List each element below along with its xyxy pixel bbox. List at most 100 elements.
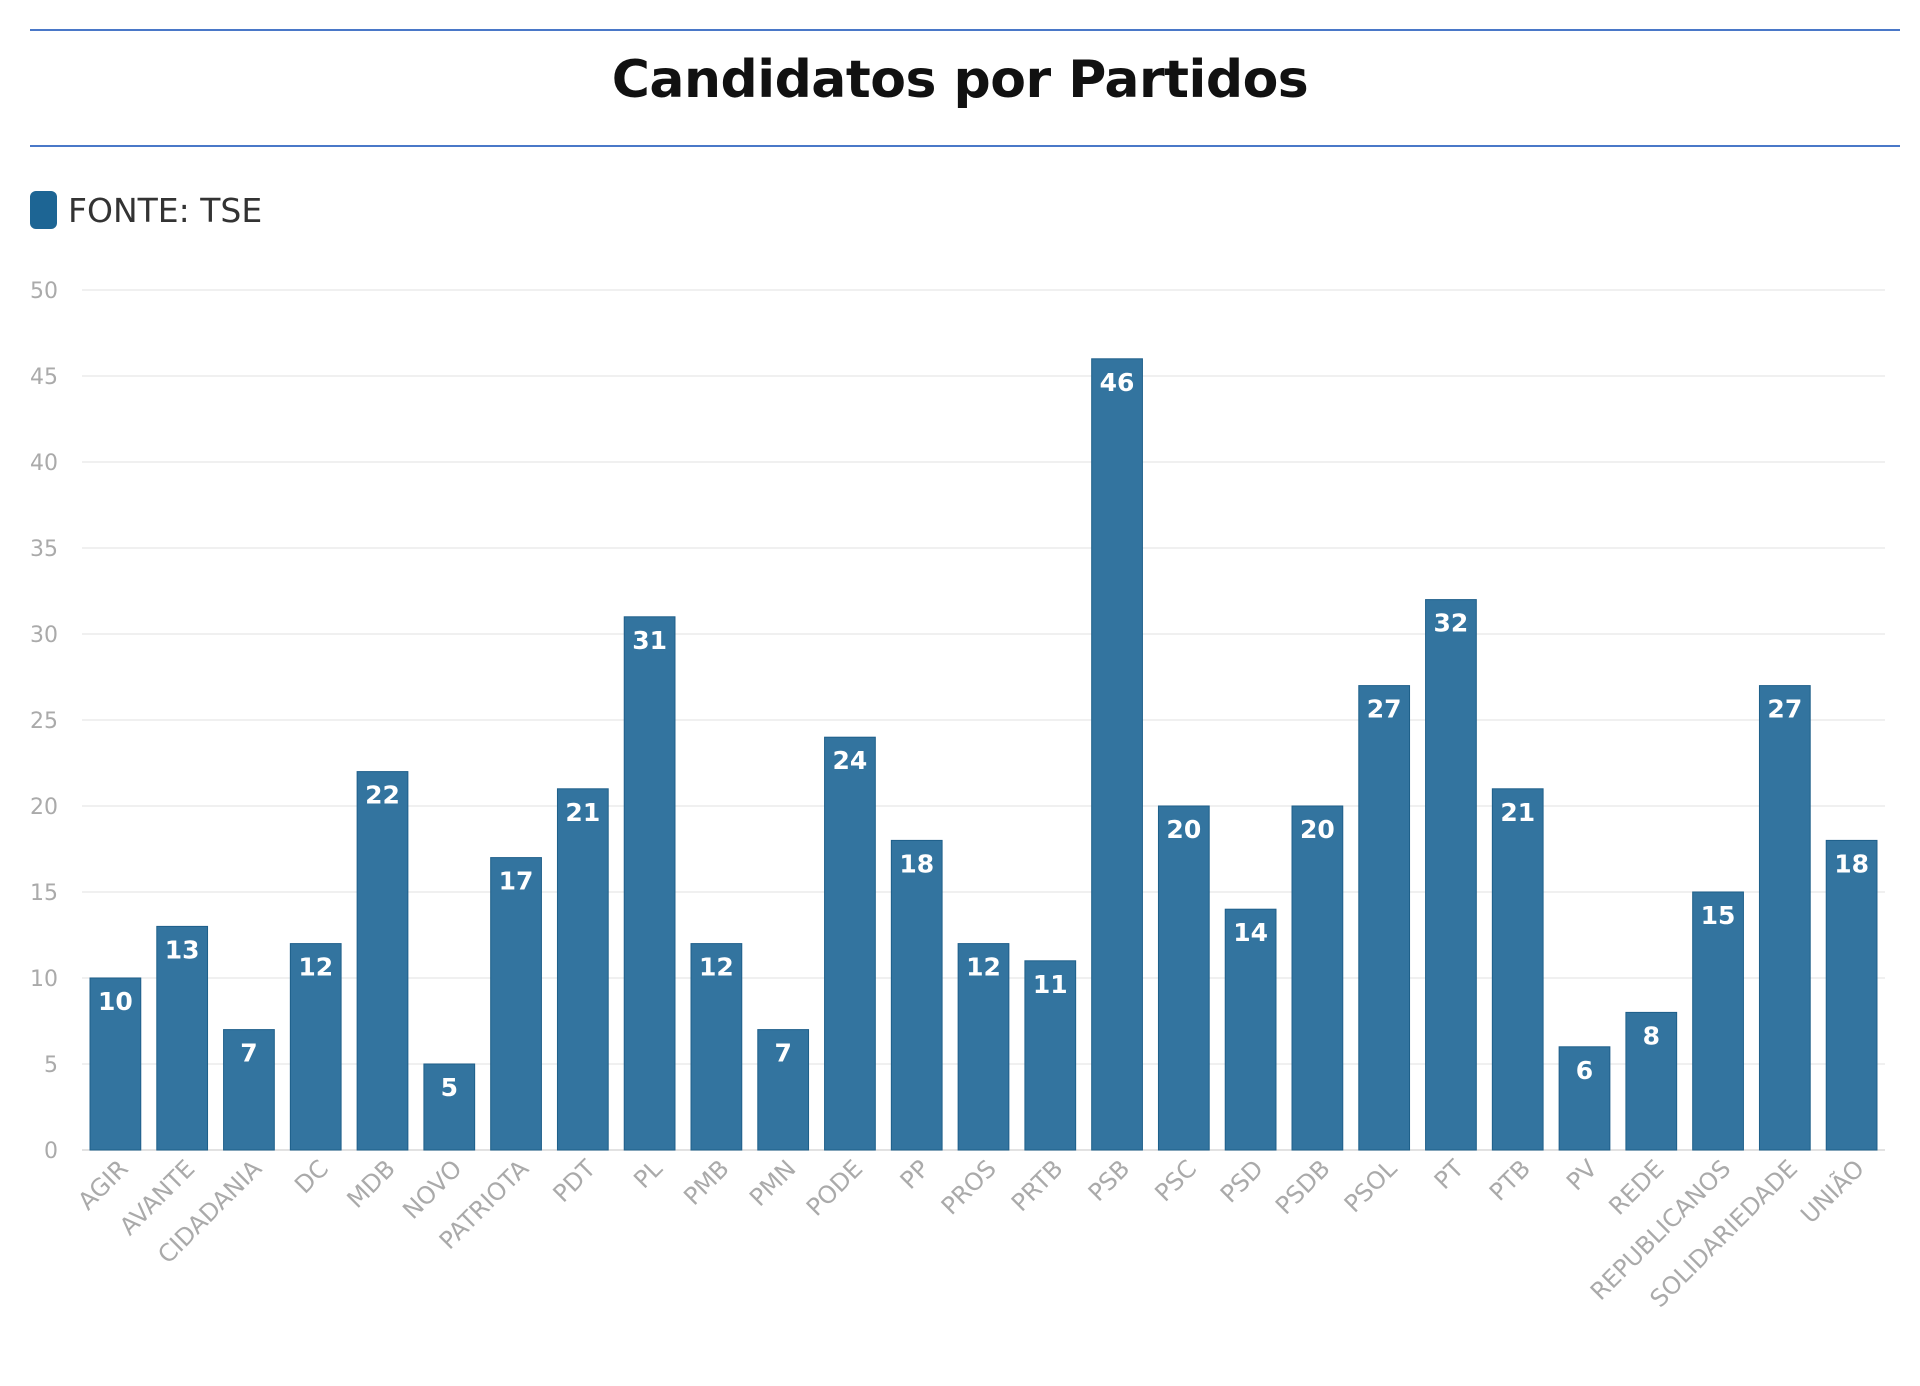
bar-value-label: 21 — [1500, 798, 1535, 827]
bar-group[interactable]: 10 — [89, 977, 142, 1151]
bar[interactable] — [690, 943, 743, 1151]
bar-value-label: 46 — [1100, 368, 1135, 397]
bar[interactable] — [1224, 908, 1277, 1151]
bar-value-label: 12 — [699, 953, 734, 982]
x-tick-label: PMN — [744, 1154, 801, 1211]
bar-group[interactable]: 31 — [623, 616, 676, 1151]
bar[interactable] — [824, 736, 876, 1151]
bar[interactable] — [156, 925, 209, 1151]
bar-value-label: 24 — [833, 746, 868, 775]
bar[interactable] — [1825, 839, 1878, 1151]
bar[interactable] — [1758, 685, 1811, 1151]
bar[interactable] — [1692, 891, 1744, 1151]
x-tick-label: AGIR — [73, 1154, 134, 1215]
x-tick-label: PRTB — [1006, 1154, 1069, 1217]
bar[interactable] — [957, 943, 1010, 1151]
x-tick-label: PSB — [1083, 1154, 1135, 1206]
bar[interactable] — [1091, 358, 1143, 1151]
bar[interactable] — [423, 1063, 476, 1151]
bar-value-label: 7 — [774, 1039, 791, 1068]
bar-group[interactable]: 15 — [1692, 891, 1744, 1151]
bar-group[interactable]: 13 — [156, 925, 209, 1151]
bar[interactable] — [223, 1029, 275, 1151]
bar-value-label: 15 — [1701, 901, 1736, 930]
bar-value-label: 8 — [1643, 1021, 1660, 1050]
bar[interactable] — [1425, 599, 1477, 1151]
bar-group[interactable]: 7 — [223, 1029, 275, 1151]
y-tick-label: 30 — [30, 623, 58, 648]
bar-group[interactable]: 20 — [1291, 805, 1344, 1151]
bar-value-label: 18 — [1834, 849, 1869, 878]
y-axis-ticks: 0 5 10 15 20 25 30 35 40 45 50 — [30, 279, 58, 1164]
bar-value-label: 6 — [1576, 1056, 1593, 1085]
bar[interactable] — [757, 1029, 810, 1151]
y-tick-label: 20 — [30, 795, 58, 820]
bar-value-label: 27 — [1767, 695, 1802, 724]
bar-group[interactable]: 46 — [1091, 358, 1143, 1151]
x-tick-label: PDT — [548, 1154, 602, 1208]
bar-group[interactable]: 22 — [356, 771, 409, 1151]
bar[interactable] — [1024, 960, 1077, 1151]
bar-group[interactable]: 24 — [824, 736, 876, 1151]
x-tick-label: PROS — [936, 1154, 1002, 1220]
bar-value-label: 5 — [441, 1073, 458, 1102]
x-tick-label: PL — [628, 1154, 668, 1194]
bar[interactable] — [1491, 788, 1544, 1151]
bar[interactable] — [89, 977, 142, 1151]
bar-group[interactable]: 17 — [490, 857, 542, 1151]
bar-group[interactable]: 27 — [1358, 685, 1411, 1151]
bar-value-label: 11 — [1033, 970, 1068, 999]
bar[interactable] — [356, 771, 409, 1151]
x-tick-label: PSDB — [1270, 1154, 1336, 1220]
y-tick-label: 15 — [30, 881, 58, 906]
bar-group[interactable]: 21 — [1491, 788, 1544, 1151]
x-tick-label: PMB — [678, 1154, 734, 1210]
legend[interactable]: FONTE: TSE — [30, 190, 262, 230]
bar[interactable] — [1157, 805, 1210, 1151]
bar-group[interactable]: 12 — [690, 943, 743, 1151]
x-tick-label: PT — [1429, 1154, 1470, 1195]
bar-group[interactable]: 6 — [1558, 1046, 1611, 1151]
bar[interactable] — [490, 857, 542, 1151]
bar-group[interactable]: 32 — [1425, 599, 1477, 1151]
bar[interactable] — [1358, 685, 1411, 1151]
bar-value-label: 12 — [966, 953, 1001, 982]
bar-value-label: 12 — [298, 953, 333, 982]
bar-group[interactable]: 27 — [1758, 685, 1811, 1151]
top-rule — [30, 29, 1900, 31]
legend-label: FONTE: TSE — [68, 190, 263, 230]
legend-swatch — [30, 191, 57, 229]
bar-group[interactable]: 11 — [1024, 960, 1077, 1151]
bar-group[interactable]: 8 — [1625, 1011, 1678, 1151]
bar[interactable] — [556, 788, 609, 1151]
bar-group[interactable]: 14 — [1224, 908, 1277, 1151]
bar[interactable] — [890, 839, 943, 1151]
x-tick-label: DC — [289, 1154, 334, 1199]
bar[interactable] — [623, 616, 676, 1151]
bar-group[interactable]: 18 — [1825, 839, 1878, 1151]
bar-group[interactable]: 12 — [289, 943, 342, 1151]
y-tick-label: 35 — [30, 537, 58, 562]
y-tick-label: 5 — [44, 1053, 58, 1078]
bar-group[interactable]: 21 — [556, 788, 609, 1151]
bar-value-label: 20 — [1166, 815, 1201, 844]
x-tick-label: PV — [1561, 1154, 1603, 1196]
bar[interactable] — [1558, 1046, 1611, 1151]
y-tick-label: 25 — [30, 709, 58, 734]
bar-value-label: 27 — [1367, 695, 1402, 724]
bar-group[interactable]: 18 — [890, 839, 943, 1151]
x-tick-label: PTB — [1484, 1154, 1536, 1206]
bar-group[interactable]: 7 — [757, 1029, 810, 1151]
bar[interactable] — [1291, 805, 1344, 1151]
y-tick-label: 0 — [44, 1139, 58, 1164]
bar-value-label: 31 — [632, 626, 667, 655]
y-tick-label: 45 — [30, 365, 58, 390]
bar-group[interactable]: 12 — [957, 943, 1010, 1151]
bar[interactable] — [289, 943, 342, 1151]
bar-group[interactable]: 5 — [423, 1063, 476, 1151]
bar-value-label: 14 — [1233, 918, 1268, 947]
bar[interactable] — [1625, 1011, 1678, 1151]
chart-title: Candidatos por Partidos — [611, 50, 1309, 110]
bar-group[interactable]: 20 — [1157, 805, 1210, 1151]
